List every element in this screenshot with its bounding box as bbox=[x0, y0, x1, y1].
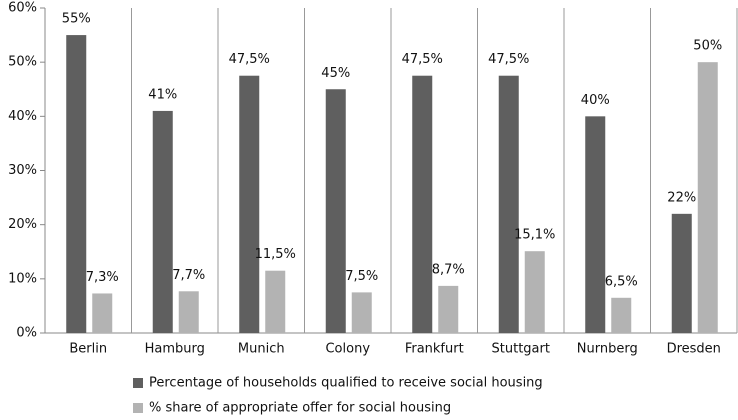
value-label: 8,7% bbox=[432, 262, 465, 277]
value-label: 6,5% bbox=[605, 274, 638, 289]
y-tick-label: 20% bbox=[8, 217, 37, 232]
legend-swatch bbox=[133, 403, 143, 413]
x-tick-label: Colony bbox=[325, 342, 370, 357]
value-label: 7,3% bbox=[86, 270, 119, 285]
value-label: 15,1% bbox=[514, 228, 555, 243]
y-tick-label: 30% bbox=[8, 163, 37, 178]
bar bbox=[438, 285, 459, 333]
bar bbox=[92, 293, 113, 333]
y-tick-label: 50% bbox=[8, 55, 37, 70]
value-label: 22% bbox=[667, 190, 696, 205]
x-tick-label: Frankfurt bbox=[405, 342, 464, 357]
x-tick-label: Dresden bbox=[667, 342, 721, 357]
value-label: 7,5% bbox=[345, 269, 378, 284]
bar bbox=[351, 292, 372, 333]
value-label: 45% bbox=[321, 66, 350, 81]
value-label: 47,5% bbox=[488, 52, 529, 67]
value-label: 47,5% bbox=[402, 52, 443, 67]
x-tick-label: Nurnberg bbox=[577, 342, 638, 357]
legend-label: Percentage of households qualified to re… bbox=[149, 376, 543, 391]
x-tick-label: Hamburg bbox=[145, 342, 205, 357]
x-tick-label: Munich bbox=[238, 342, 285, 357]
value-label: 55% bbox=[62, 12, 91, 27]
bar bbox=[524, 251, 545, 333]
bar bbox=[611, 297, 632, 333]
bar bbox=[325, 89, 346, 333]
bar bbox=[498, 75, 519, 333]
bar bbox=[152, 110, 173, 334]
bar bbox=[585, 116, 606, 333]
value-label: 41% bbox=[148, 87, 177, 102]
x-tick-label: Berlin bbox=[69, 342, 107, 357]
bar bbox=[671, 213, 692, 333]
x-tick-label: Stuttgart bbox=[492, 342, 550, 357]
bar bbox=[697, 62, 718, 334]
y-tick-label: 10% bbox=[8, 271, 37, 286]
legend-swatch bbox=[133, 378, 143, 388]
legend-label: % share of appropriate offer for social … bbox=[149, 401, 451, 416]
value-label: 47,5% bbox=[229, 52, 270, 67]
y-tick-label: 40% bbox=[8, 109, 37, 124]
y-tick-label: 60% bbox=[8, 1, 37, 16]
value-label: 50% bbox=[693, 39, 722, 54]
y-tick-label: 0% bbox=[16, 326, 37, 341]
value-label: 40% bbox=[581, 93, 610, 108]
bar bbox=[178, 291, 199, 333]
bar bbox=[265, 270, 286, 333]
bar bbox=[66, 35, 87, 333]
value-label: 7,7% bbox=[172, 268, 205, 283]
bar bbox=[239, 75, 260, 333]
bar bbox=[412, 75, 433, 333]
value-label: 11,5% bbox=[255, 247, 296, 262]
